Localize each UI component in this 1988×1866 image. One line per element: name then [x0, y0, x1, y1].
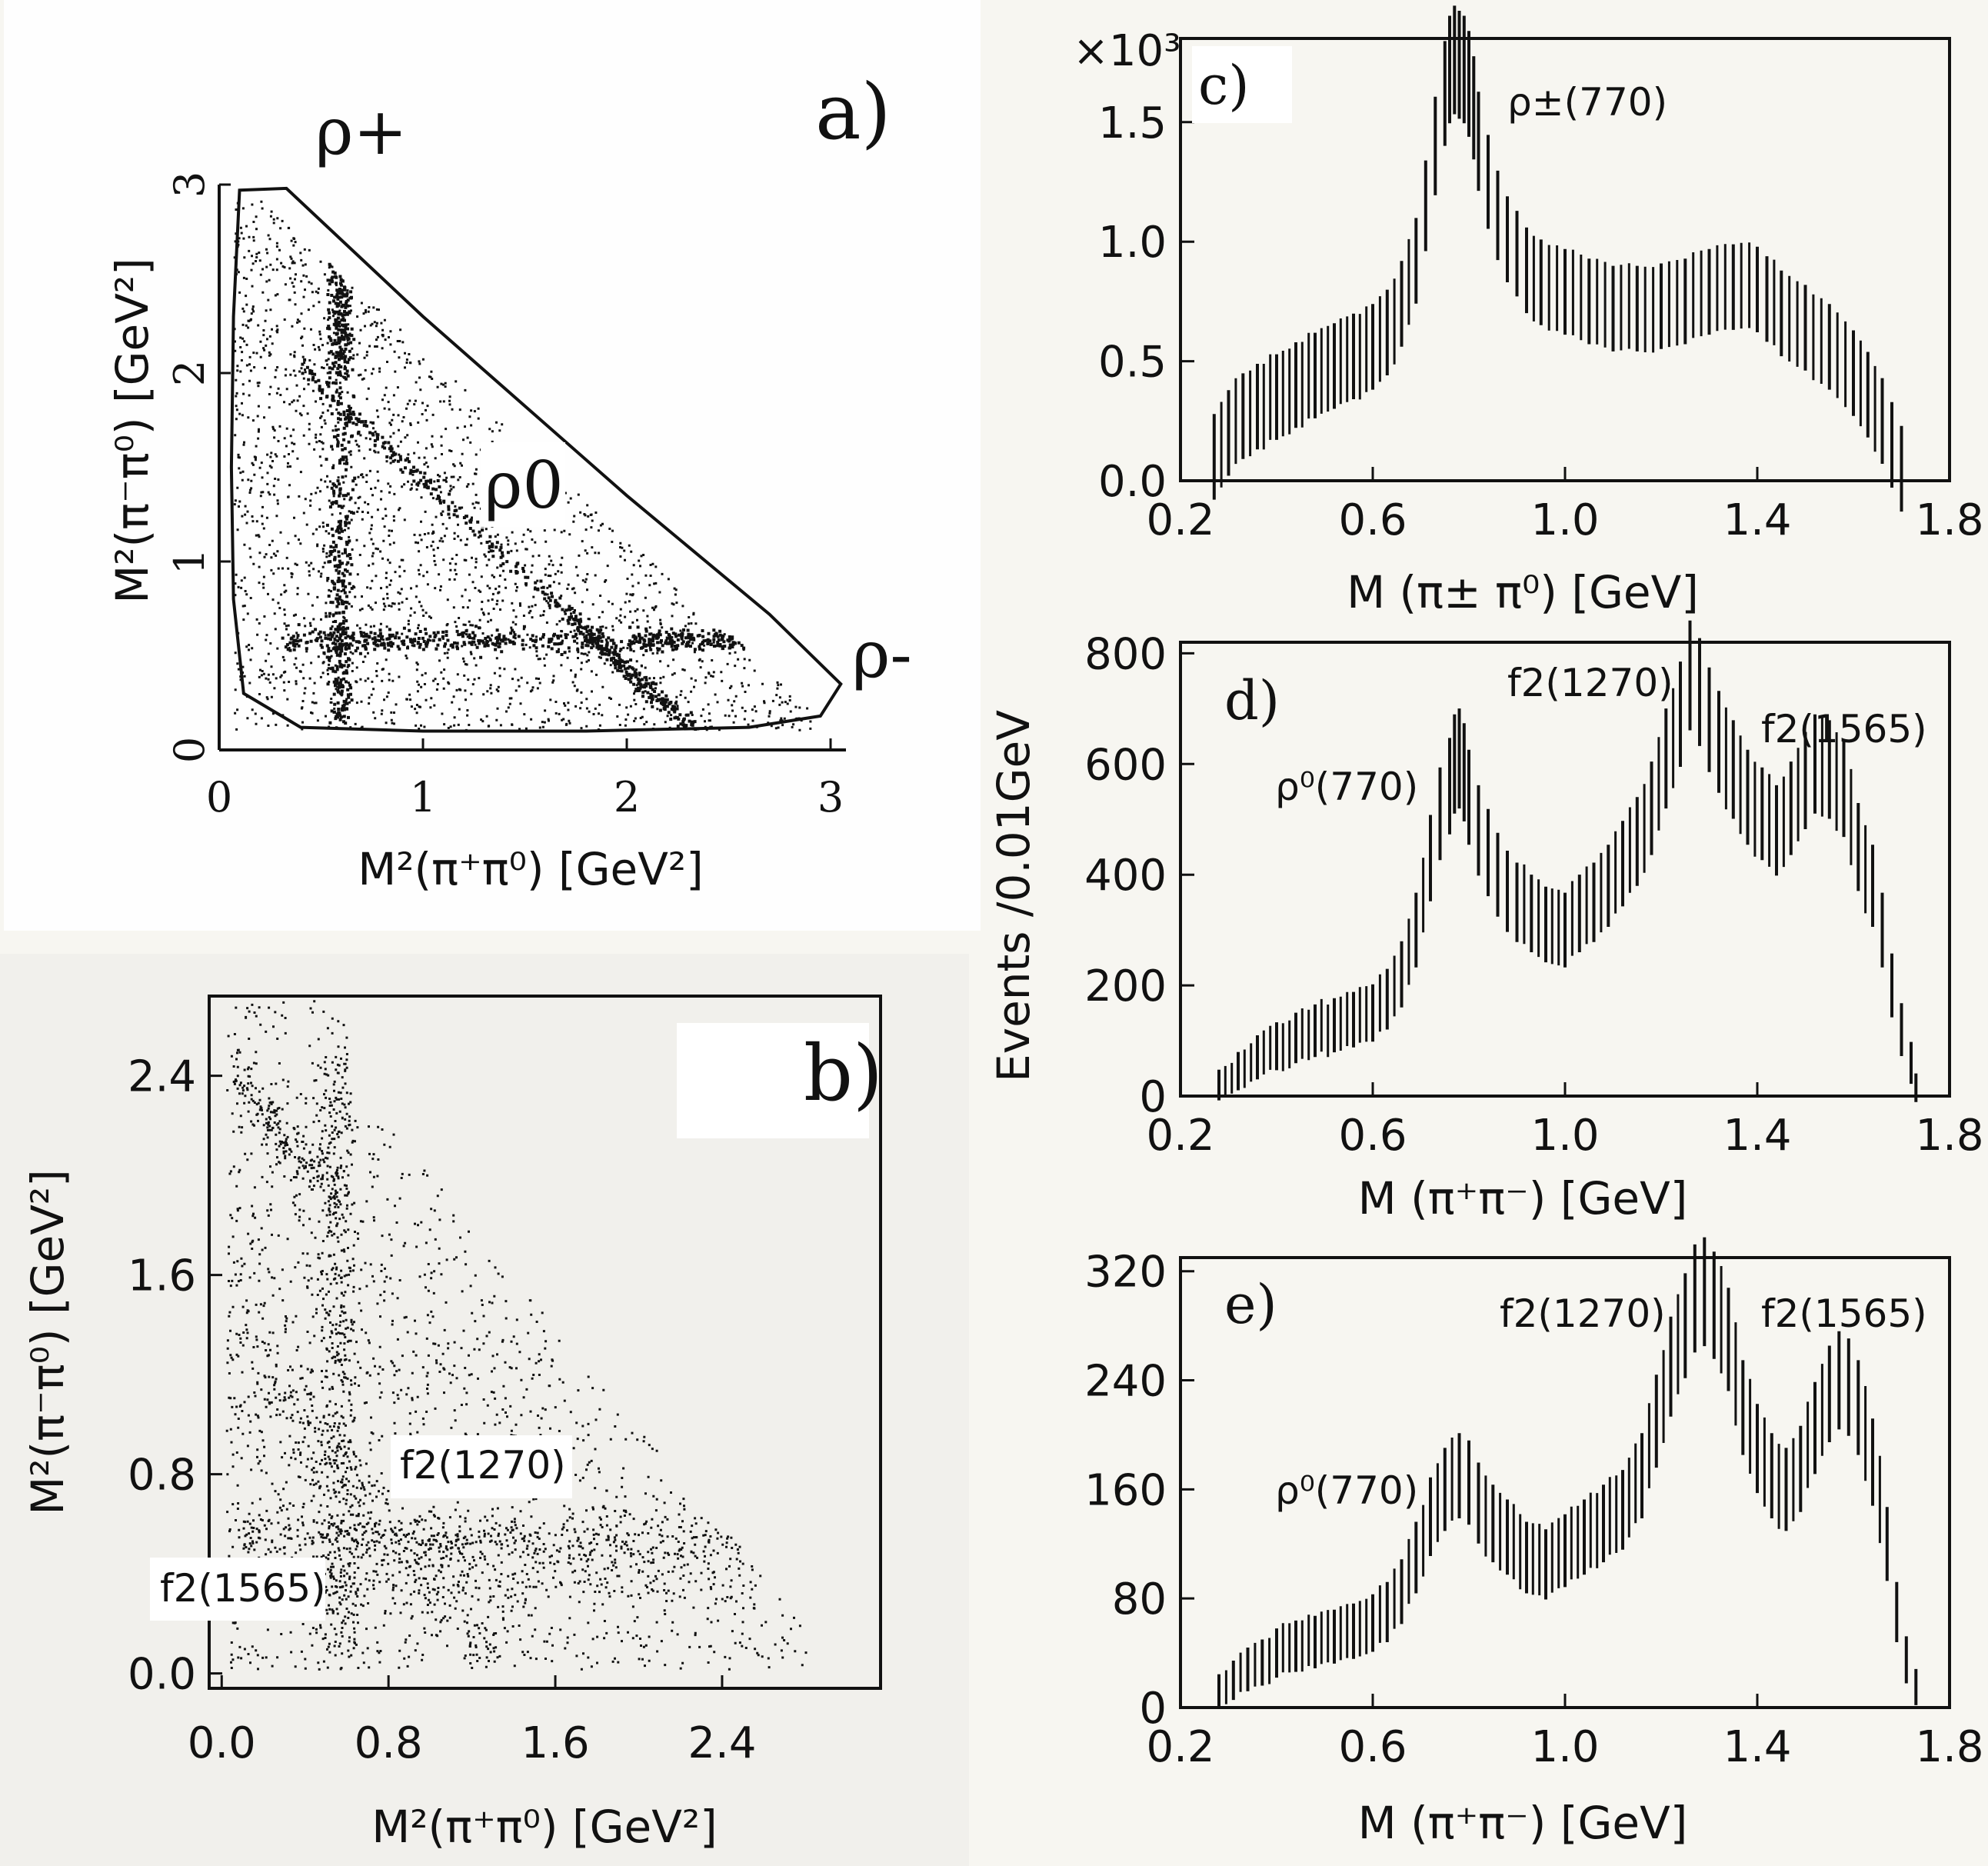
- panel-b-x-tick-label: 2.4: [688, 1718, 756, 1768]
- panel-c-y-tick-label: 0.0: [1098, 457, 1167, 507]
- panel-d-annotation-f2-1270: f2(1270): [1507, 661, 1673, 705]
- panel-d-annotation-rho0: ρ⁰(770): [1275, 765, 1418, 809]
- panel-d-x-tick-label: 0.2: [1146, 1111, 1214, 1161]
- panel-c-y-tick-label: 1.0: [1098, 218, 1167, 268]
- panel-b-x-tick-label: 1.6: [521, 1718, 590, 1768]
- panel-a-label: a): [815, 67, 891, 157]
- panel-d-ticks: 0.2 0.6 1.0 1.4 1.8 0 200 400 600 800: [1084, 629, 1983, 1161]
- panel-d-xlabel: M (π⁺π⁻) [GeV]: [1358, 1172, 1688, 1225]
- panel-b-y-tick-label: 0.0: [128, 1650, 196, 1700]
- panel-a-y-tick-label: 2: [165, 360, 214, 386]
- panel-e-y-tick-label: 0: [1139, 1684, 1167, 1734]
- panel-b-label: b): [804, 1028, 883, 1118]
- panel-d-y-tick-label: 200: [1084, 961, 1167, 1011]
- panel-e-annotation-f2-1270: f2(1270): [1500, 1291, 1666, 1336]
- panel-a-y-tick-label: 1: [165, 548, 214, 575]
- panel-a-kinematic-boundary: [229, 186, 843, 733]
- panel-c-y-tick-label: 1.5: [1098, 98, 1167, 148]
- panel-d-label: d): [1224, 669, 1280, 732]
- panel-e-x-tick-label: 1.8: [1915, 1722, 1983, 1772]
- panel-d-y-tick-label: 600: [1084, 740, 1167, 790]
- panel-d-y-tick-label: 400: [1084, 851, 1167, 901]
- panel-b-y-tick-label: 1.6: [128, 1251, 196, 1301]
- panel-e-x-tick-label: 0.6: [1338, 1722, 1407, 1772]
- panel-e-x-tick-label: 1.0: [1530, 1722, 1599, 1772]
- panel-c-x-tick-label: 0.2: [1146, 495, 1214, 545]
- panel-d-x-tick-label: 1.4: [1723, 1111, 1791, 1161]
- panel-b-dalitz-plot: 0.0 0.8 1.6 2.4 0.0 0.8 1.6 2.4 b) f2(1270) f2(…: [22, 995, 883, 1853]
- panel-c-ticks: 0.2 0.6 1.0 1.4 1.8 0.0 0.5 1.0 1.5: [1098, 98, 1984, 545]
- panel-a-xlabel: M²(π⁺π⁰) [GeV²]: [358, 843, 704, 895]
- panel-e-histogram: 0.2 0.6 1.0 1.4 1.8 0 80 160 240 320 e) ρ⁰(770) f…: [1084, 1237, 1984, 1849]
- panel-e-annotation-rho0: ρ⁰(770): [1275, 1468, 1418, 1513]
- panel-e-y-tick-label: 160: [1084, 1465, 1167, 1515]
- panel-c-x-tick-label: 0.6: [1338, 495, 1407, 545]
- panel-e-annotation-f2-1565: f2(1565): [1761, 1291, 1927, 1336]
- panel-b-annotation-f2-1565: f2(1565): [160, 1566, 326, 1611]
- panel-e-data-points: [1217, 1237, 1918, 1708]
- panel-e-y-tick-label: 80: [1112, 1574, 1167, 1624]
- panel-a-ticks: 0 1 2 3 0 1 2 3: [165, 172, 844, 821]
- panel-d-y-tick-label: 0: [1139, 1072, 1167, 1122]
- panel-d-y-tick-label: 800: [1084, 629, 1167, 679]
- panel-c-label: c): [1198, 54, 1250, 117]
- panel-e-x-tick-label: 0.2: [1146, 1722, 1214, 1772]
- panel-e-x-tick-label: 1.4: [1723, 1722, 1791, 1772]
- panel-a-annotation-rho-plus: ρ+: [315, 94, 408, 169]
- panel-d-annotation-f2-1565: f2(1565): [1761, 707, 1927, 751]
- panel-e-y-tick-label: 320: [1084, 1248, 1167, 1298]
- panel-a-x-tick-label: 3: [818, 773, 844, 821]
- panel-a-ylabel: M²(π⁻π⁰) [GeV²]: [106, 258, 158, 604]
- panel-c-y-tick-label: 0.5: [1098, 338, 1167, 388]
- panel-b-xlabel: M²(π⁺π⁰) [GeV²]: [371, 1801, 718, 1853]
- panel-a-y-tick-label: 0: [165, 737, 214, 763]
- panel-c-x-tick-label: 1.0: [1530, 495, 1599, 545]
- panel-c-x-tick-label: 1.4: [1723, 495, 1791, 545]
- panel-e-label: e): [1224, 1273, 1277, 1336]
- panel-d-ylabel: Events /0.01GeV: [987, 710, 1040, 1082]
- panel-e-ticks: 0.2 0.6 1.0 1.4 1.8 0 80 160 240 320: [1084, 1248, 1983, 1772]
- panel-e-y-tick-label: 240: [1084, 1357, 1167, 1407]
- panel-a-annotation-rho-minus: ρ-: [852, 617, 912, 692]
- panel-b-y-tick-label: 0.8: [128, 1451, 196, 1501]
- panel-b-frame: [208, 995, 882, 1690]
- panel-b-y-tick-label: 2.4: [128, 1052, 196, 1102]
- panel-c-xlabel: M (π± π⁰) [GeV]: [1347, 566, 1699, 618]
- panel-d-x-tick-label: 1.0: [1530, 1111, 1599, 1161]
- panel-b-ylabel: M²(π⁻π⁰) [GeV²]: [22, 1169, 74, 1515]
- panel-a-dalitz-plot: 0 1 2 3 0 1 2 3 a) M²(π⁺π⁰) [GeV²] M²(π⁻π⁰) [Ge…: [106, 67, 912, 895]
- panel-c-x-tick-label: 1.8: [1915, 495, 1983, 545]
- panel-b-x-tick-label: 0.8: [355, 1718, 423, 1768]
- panel-a-x-tick-label: 0: [206, 773, 232, 821]
- panel-d-x-tick-label: 1.8: [1915, 1111, 1983, 1161]
- panel-c-annotation-rho-pm: ρ±(770): [1507, 80, 1667, 125]
- panel-b-x-tick-label: 0.0: [188, 1718, 256, 1768]
- panel-c-scale-label: ×10³: [1073, 26, 1181, 76]
- panel-d-x-tick-label: 0.6: [1338, 1111, 1407, 1161]
- panel-c-data-points: [1212, 5, 1903, 512]
- panel-a-x-tick-label: 1: [410, 773, 436, 821]
- panel-a-x-tick-label: 2: [614, 773, 640, 821]
- panel-a-y-tick-label: 3: [165, 172, 214, 198]
- panel-e-xlabel: M (π⁺π⁻) [GeV]: [1358, 1797, 1688, 1849]
- panel-a-annotation-rho-zero: ρ0: [485, 448, 564, 523]
- panel-b-annotation-f2-1270: f2(1270): [400, 1443, 566, 1488]
- panel-d-data-points: [1217, 620, 1918, 1102]
- panel-c-histogram: 0.2 0.6 1.0 1.4 1.8 0.0 0.5 1.0 1.5 c) ×10³ ρ±(7…: [1073, 5, 1984, 618]
- panel-b-ticks: 0.0 0.8 1.6 2.4 0.0 0.8 1.6 2.4: [128, 1052, 757, 1768]
